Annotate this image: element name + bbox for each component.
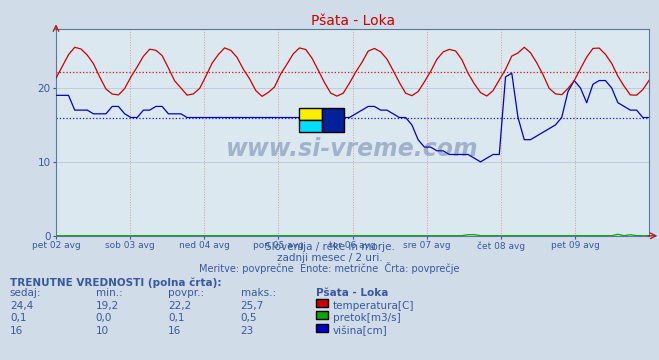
Text: 23: 23 xyxy=(241,326,254,336)
Text: 0,1: 0,1 xyxy=(168,313,185,323)
Text: 24,4: 24,4 xyxy=(10,301,33,311)
Text: maks.:: maks.: xyxy=(241,288,275,298)
Text: 16: 16 xyxy=(10,326,23,336)
Text: www.si-vreme.com: www.si-vreme.com xyxy=(226,137,479,161)
Text: Pšata - Loka: Pšata - Loka xyxy=(316,288,389,298)
Text: sedaj:: sedaj: xyxy=(10,288,42,298)
Text: min.:: min.: xyxy=(96,288,123,298)
Text: višina[cm]: višina[cm] xyxy=(333,325,387,336)
Text: TRENUTNE VREDNOSTI (polna črta):: TRENUTNE VREDNOSTI (polna črta): xyxy=(10,278,221,288)
Text: 10: 10 xyxy=(96,326,109,336)
Text: temperatura[C]: temperatura[C] xyxy=(333,301,415,311)
Text: zadnji mesec / 2 uri.: zadnji mesec / 2 uri. xyxy=(277,253,382,263)
FancyBboxPatch shape xyxy=(299,120,322,132)
FancyBboxPatch shape xyxy=(299,108,322,120)
Text: 16: 16 xyxy=(168,326,181,336)
Text: 0,0: 0,0 xyxy=(96,313,112,323)
Text: 0,1: 0,1 xyxy=(10,313,26,323)
Text: 19,2: 19,2 xyxy=(96,301,119,311)
Text: pretok[m3/s]: pretok[m3/s] xyxy=(333,313,401,323)
Text: 22,2: 22,2 xyxy=(168,301,191,311)
Title: Pšata - Loka: Pšata - Loka xyxy=(310,14,395,28)
Text: 0,5: 0,5 xyxy=(241,313,257,323)
Text: povpr.:: povpr.: xyxy=(168,288,204,298)
Text: Slovenija / reke in morje.: Slovenija / reke in morje. xyxy=(264,242,395,252)
FancyBboxPatch shape xyxy=(322,108,344,132)
Text: 25,7: 25,7 xyxy=(241,301,264,311)
Text: Meritve: povprečne  Enote: metrične  Črta: povprečje: Meritve: povprečne Enote: metrične Črta:… xyxy=(199,262,460,274)
